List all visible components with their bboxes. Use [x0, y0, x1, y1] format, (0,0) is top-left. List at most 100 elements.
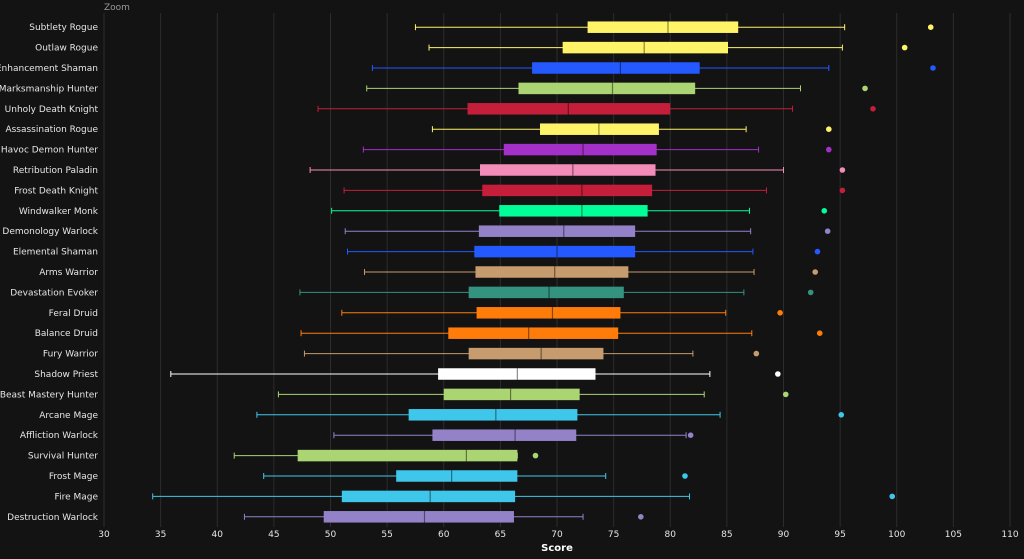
x-tick-65: 65	[495, 530, 506, 540]
box-windwalker-monk[interactable]	[331, 205, 828, 217]
x-axis-title: Score	[541, 543, 573, 554]
box-subtlety-rogue[interactable]	[414, 21, 934, 33]
y-tick-havoc-demon-hunter: Havoc Demon Hunter	[1, 146, 98, 156]
x-tick-75: 75	[608, 530, 619, 540]
x-tick-50: 50	[325, 530, 337, 540]
box-feral-druid[interactable]	[341, 307, 783, 319]
y-tick-affliction-warlock: Affliction Warlock	[20, 431, 99, 441]
outlier-point-fury-warrior	[753, 350, 760, 357]
iqr-box-elemental-shaman	[474, 245, 636, 258]
iqr-box-fire-mage	[341, 490, 516, 503]
x-tick-30: 30	[98, 530, 110, 540]
y-tick-enhancement-shaman: Enhancement Shaman	[0, 64, 98, 74]
box-marksmanship-hunter[interactable]	[366, 82, 868, 95]
iqr-box-feral-druid	[476, 307, 621, 319]
y-tick-outlaw-rogue: Outlaw Rogue	[35, 44, 98, 54]
box-fire-mage[interactable]	[152, 490, 896, 503]
iqr-box-balance-druid	[448, 327, 619, 339]
box-shadow-priest[interactable]	[170, 368, 781, 380]
outlier-point-balance-druid	[816, 330, 823, 337]
box-devastation-evoker[interactable]	[299, 286, 814, 299]
box-beast-mastery-hunter[interactable]	[277, 388, 789, 401]
box-demonology-warlock[interactable]	[344, 225, 831, 237]
y-tick-subtlety-rogue: Subtlety Rogue	[29, 23, 98, 33]
x-tick-95: 95	[834, 530, 845, 540]
outlier-point-affliction-warlock	[687, 432, 694, 439]
box-fury-warrior[interactable]	[303, 347, 760, 360]
x-tick-90: 90	[778, 530, 790, 540]
iqr-box-demonology-warlock	[478, 225, 636, 237]
box-retribution-paladin[interactable]	[309, 164, 846, 176]
box-arms-warrior[interactable]	[363, 266, 819, 278]
iqr-box-arcane-mage	[408, 409, 578, 421]
iqr-box-marksmanship-hunter	[518, 82, 696, 95]
y-tick-windwalker-monk: Windwalker Monk	[19, 207, 99, 217]
x-tick-60: 60	[438, 530, 450, 540]
iqr-box-unholy-death-knight	[467, 103, 671, 115]
box-havoc-demon-hunter[interactable]	[362, 143, 832, 156]
iqr-box-frost-death-knight	[482, 184, 653, 197]
box-survival-hunter[interactable]	[233, 449, 539, 462]
y-tick-marksmanship-hunter: Marksmanship Hunter	[0, 84, 98, 94]
outlier-point-feral-druid	[777, 310, 783, 316]
outlier-point-arms-warrior	[812, 269, 819, 275]
iqr-box-enhancement-shaman	[532, 62, 700, 74]
box-arcane-mage[interactable]	[256, 409, 845, 421]
y-tick-assassination-rogue: Assassination Rogue	[5, 125, 98, 135]
iqr-box-windwalker-monk	[499, 205, 648, 217]
box-assassination-rogue[interactable]	[431, 123, 832, 135]
y-tick-survival-hunter: Survival Hunter	[28, 452, 98, 462]
box-unholy-death-knight[interactable]	[317, 103, 876, 115]
box-frost-mage[interactable]	[263, 470, 688, 482]
outlier-point-survival-hunter	[532, 452, 539, 459]
x-tick-55: 55	[381, 530, 392, 540]
x-tick-35: 35	[155, 530, 166, 540]
x-tick-45: 45	[268, 530, 279, 540]
box-affliction-warlock[interactable]	[333, 429, 694, 441]
outlier-point-shadow-priest	[775, 371, 781, 377]
iqr-box-destruction-warlock	[323, 511, 514, 523]
x-tick-80: 80	[665, 530, 677, 540]
y-tick-feral-druid: Feral Druid	[49, 309, 98, 319]
outlier-point-havoc-demon-hunter	[826, 146, 832, 153]
outlier-point-subtlety-rogue	[927, 24, 934, 31]
iqr-box-havoc-demon-hunter	[503, 143, 657, 156]
iqr-box-survival-hunter	[297, 449, 518, 462]
iqr-box-devastation-evoker	[468, 286, 624, 299]
outlier-point-arcane-mage	[838, 412, 845, 418]
iqr-box-fury-warrior	[468, 347, 604, 360]
box-outlaw-rogue[interactable]	[428, 41, 908, 54]
y-tick-retribution-paladin: Retribution Paladin	[13, 166, 98, 176]
y-tick-frost-mage: Frost Mage	[49, 472, 99, 482]
outlier-point-fire-mage	[889, 493, 896, 500]
box-elemental-shaman[interactable]	[346, 245, 821, 258]
iqr-box-subtlety-rogue	[587, 21, 739, 33]
zoom-label[interactable]: Zoom	[104, 3, 130, 13]
outlier-point-elemental-shaman	[814, 248, 821, 255]
box-balance-druid[interactable]	[300, 327, 823, 339]
y-tick-balance-druid: Balance Druid	[35, 329, 98, 339]
outlier-point-destruction-warlock	[638, 514, 644, 520]
box-enhancement-shaman[interactable]	[371, 62, 936, 74]
outlier-point-outlaw-rogue	[901, 44, 908, 51]
x-tick-labels: 30 35 40 45 50 55 60 65 70 75 80 85 90 95 100 105 110	[98, 530, 1019, 540]
y-tick-fire-mage: Fire Mage	[55, 492, 99, 502]
x-tick-105: 105	[945, 530, 962, 540]
iqr-box-retribution-paladin	[479, 164, 656, 176]
iqr-box-assassination-rogue	[540, 123, 659, 135]
boxes-layer	[152, 21, 936, 523]
box-destruction-warlock[interactable]	[243, 511, 644, 523]
x-tick-110: 110	[1001, 530, 1018, 540]
box-frost-death-knight[interactable]	[343, 184, 846, 197]
y-tick-unholy-death-knight: Unholy Death Knight	[5, 105, 99, 115]
x-tick-40: 40	[212, 530, 224, 540]
outlier-point-windwalker-monk	[821, 208, 828, 214]
y-tick-devastation-evoker: Devastation Evoker	[10, 288, 98, 298]
iqr-box-frost-mage	[396, 470, 518, 482]
x-tick-100: 100	[888, 530, 905, 540]
outlier-point-beast-mastery-hunter	[782, 391, 789, 398]
y-tick-beast-mastery-hunter: Beast Mastery Hunter	[0, 390, 98, 400]
outlier-point-demonology-warlock	[824, 228, 831, 234]
